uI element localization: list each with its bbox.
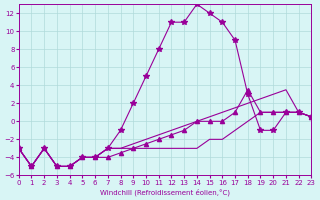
X-axis label: Windchill (Refroidissement éolien,°C): Windchill (Refroidissement éolien,°C) xyxy=(100,188,230,196)
